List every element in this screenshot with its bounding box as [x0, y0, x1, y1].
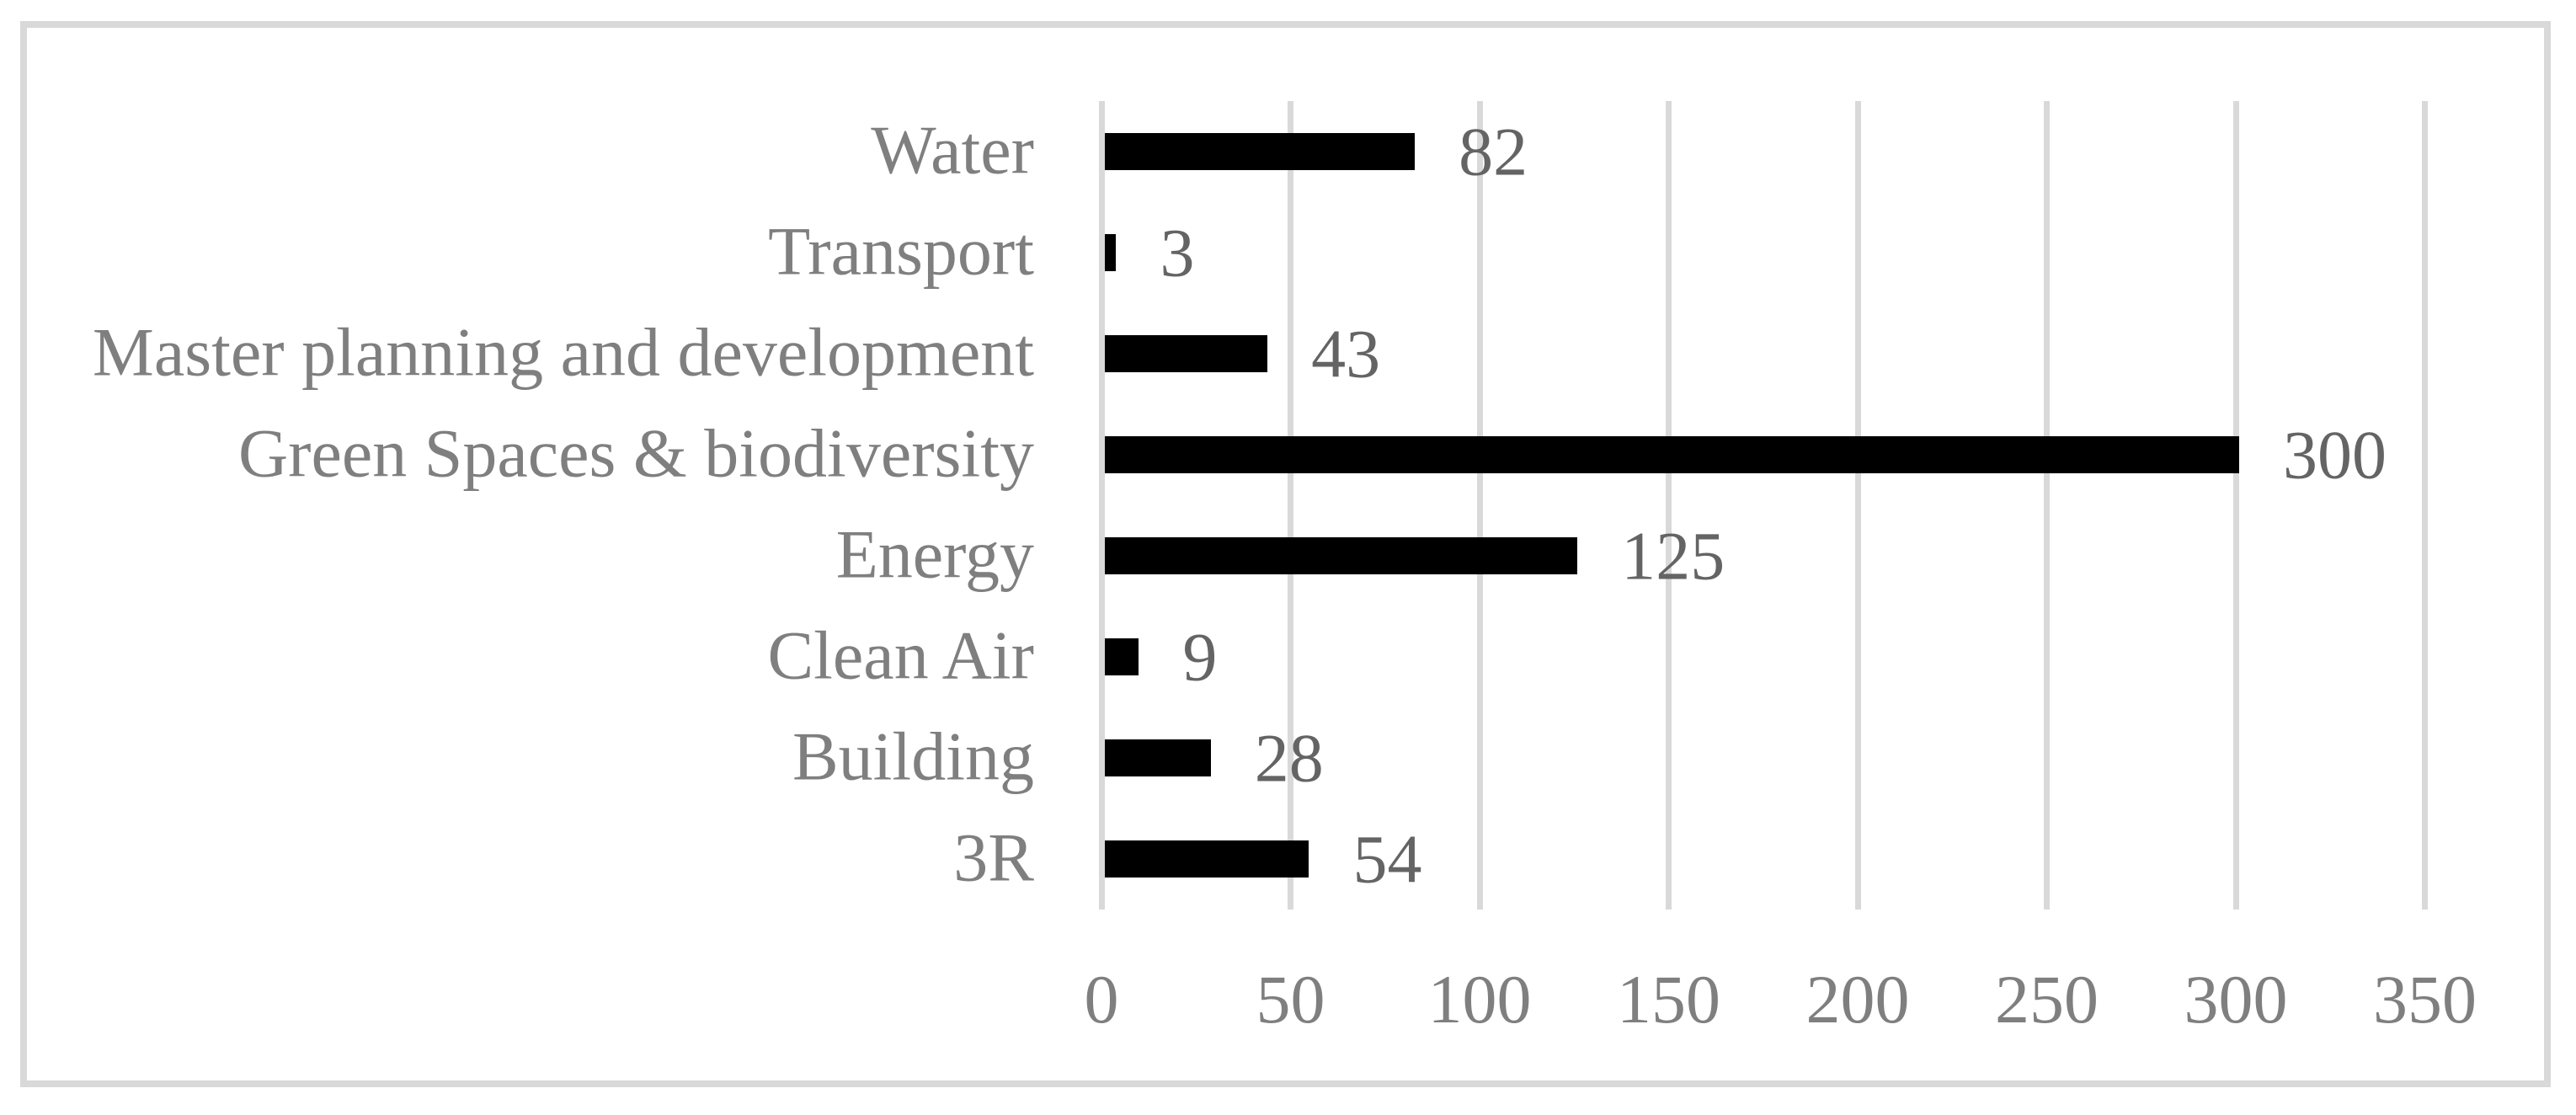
x-axis-tick-label: 350	[2373, 961, 2477, 1038]
category-label: Energy	[835, 515, 1034, 593]
category-label: Building	[792, 718, 1034, 795]
gridline	[2232, 101, 2239, 910]
bar	[1105, 234, 1117, 271]
x-axis-tick-label: 150	[1617, 961, 1720, 1038]
category-label: Clean Air	[767, 616, 1034, 694]
category-label: Water	[871, 111, 1034, 189]
category-label: Green Spaces & biodiversity	[237, 414, 1034, 492]
category-label: Transport	[768, 212, 1034, 290]
value-label: 9	[1182, 618, 1218, 696]
x-axis-tick-label: 200	[1805, 961, 1910, 1038]
bar	[1105, 739, 1211, 776]
value-label: 125	[1621, 517, 1725, 595]
gridline	[1854, 101, 1861, 910]
category-label: Master planning and development	[92, 313, 1034, 391]
x-axis-tick-label: 300	[2184, 961, 2288, 1038]
gridline	[2044, 101, 2050, 910]
category-label: 3R	[953, 819, 1034, 896]
value-label: 43	[1311, 315, 1381, 392]
gridline	[1288, 101, 1293, 910]
x-axis-tick-label: 100	[1427, 961, 1532, 1038]
x-axis-tick-label: 0	[1084, 961, 1119, 1038]
gridline	[1476, 101, 1483, 910]
x-axis-tick-label: 250	[1995, 961, 2099, 1038]
gridline	[1666, 101, 1672, 910]
value-label: 28	[1254, 719, 1324, 797]
gridline	[2422, 101, 2428, 910]
bar	[1105, 638, 1139, 675]
bar	[1105, 537, 1578, 574]
bar	[1105, 840, 1309, 878]
value-label: 82	[1459, 113, 1528, 190]
value-label: 300	[2283, 416, 2387, 493]
bar	[1105, 335, 1268, 372]
bar	[1105, 436, 2239, 473]
value-label: 3	[1160, 214, 1195, 291]
value-label: 54	[1352, 820, 1422, 898]
bar	[1105, 133, 1416, 170]
gridline	[1098, 101, 1105, 910]
x-axis-tick-label: 50	[1256, 961, 1325, 1038]
